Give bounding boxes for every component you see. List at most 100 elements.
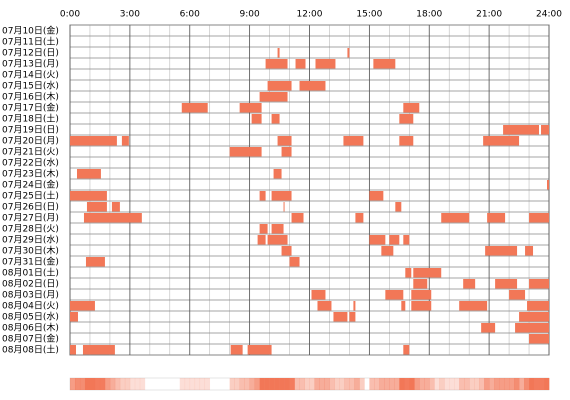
activity-segment [277,48,280,58]
activity-segment [86,202,107,212]
activity-segment [463,279,476,289]
row-label: 08月08日(土) [2,344,59,356]
activity-segment [267,81,292,91]
activity-segment [405,268,412,278]
row-label: 07月28日(火) [2,224,59,235]
row-label: 07月25日(土) [2,190,59,202]
activity-segment [317,301,332,311]
activity-segment [541,125,549,135]
density-cell [344,378,350,390]
activity-segment [485,246,518,256]
activity-segment [529,213,549,223]
row-label: 07月29日(水) [2,234,59,246]
x-tick-label: 21:00 [476,10,502,20]
row-label: 08月03日(月) [2,290,59,301]
activity-segment [295,59,306,69]
activity-segment [291,213,304,223]
density-cell [514,378,520,390]
activity-segment [247,345,272,355]
density-cell [184,378,191,390]
row-label: 07月14日(火) [2,70,59,81]
density-cell [79,378,86,390]
activity-segment [529,334,549,344]
density-cell [359,378,365,390]
density-cell [319,378,325,390]
activity-segment [257,235,266,245]
activity-segment [277,136,292,146]
activity-segment [403,235,410,245]
density-cell [289,378,295,390]
activity-segment [525,246,534,256]
density-cell [269,378,275,390]
density-cell [539,378,545,390]
row-label: 07月27日(月) [2,213,59,224]
density-cell [249,378,255,390]
row-label: 07月16日(木) [2,91,59,103]
activity-segment [509,290,526,300]
row-label: 07月23日(木) [2,168,59,180]
activity-segment [333,312,348,322]
density-cell [354,378,360,390]
activity-segment [311,290,326,300]
density-cell [409,378,415,390]
activity-segment [271,224,284,234]
row-label: 07月22日(水) [2,157,59,169]
x-tick-label: 3:00 [120,10,140,20]
density-cell [534,378,540,390]
activity-segment [403,345,410,355]
activity-segment [121,136,129,146]
density-cell [419,378,425,390]
density-cell [489,378,495,390]
activity-segment [70,301,95,311]
activity-segment [70,191,107,201]
density-cell [339,378,345,390]
activity-segment [273,169,282,179]
x-tick-label: 12:00 [297,10,323,20]
density-cell [89,378,96,390]
density-cell [529,378,535,390]
activity-segment [411,290,432,300]
activity-segment [413,268,442,278]
activity-segment [85,257,105,267]
row-label: 07月31日(金) [2,256,59,268]
density-cell [479,378,485,390]
row-label: 07月18日(土) [2,113,59,125]
density-cell [119,378,126,390]
density-cell [504,378,510,390]
activity-segment [403,103,420,113]
activity-segment [355,213,364,223]
activity-segment [413,279,428,289]
row-label: 07月26日(日) [2,202,59,213]
activity-segment [395,202,402,212]
density-cell [70,378,76,390]
activity-segment [299,81,326,91]
activity-segment [373,59,396,69]
activity-segment [389,235,400,245]
density-cell [114,378,121,390]
density-cell [459,378,465,390]
activity-segment [259,92,288,102]
density-cell [229,378,235,390]
density-cell [99,378,106,390]
density-cell [194,378,201,390]
row-label: 07月10日(金) [2,25,59,37]
x-tick-label: 6:00 [180,10,200,20]
density-cell [509,378,515,390]
density-cell [279,378,285,390]
density-cell [94,378,101,390]
density-cell [299,378,305,390]
activity-segment [259,191,266,201]
row-label: 07月17日(金) [2,102,59,114]
density-cell [324,378,330,390]
density-cell [254,378,260,390]
x-tick-label: 0:00 [60,10,80,20]
row-label: 07月12日(日) [2,48,59,59]
activity-segment [353,301,356,311]
density-cell [379,378,385,390]
activity-segment [529,279,549,289]
density-cell [204,378,211,390]
activity-segment [349,312,356,322]
row-label: 08月02日(日) [2,279,59,290]
density-cell [424,378,430,390]
